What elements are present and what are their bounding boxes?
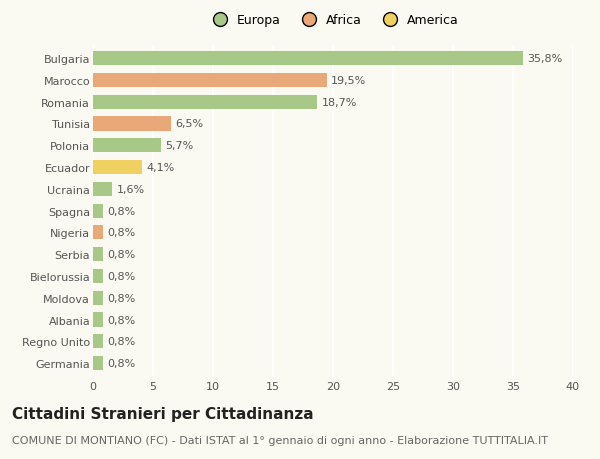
Text: COMUNE DI MONTIANO (FC) - Dati ISTAT al 1° gennaio di ogni anno - Elaborazione T: COMUNE DI MONTIANO (FC) - Dati ISTAT al … — [12, 435, 548, 445]
Text: 0,8%: 0,8% — [107, 358, 135, 368]
Bar — [93, 52, 523, 66]
Text: 0,8%: 0,8% — [107, 315, 135, 325]
Bar — [93, 269, 103, 284]
Bar — [93, 161, 142, 175]
Bar — [93, 226, 103, 240]
Text: 0,8%: 0,8% — [107, 336, 135, 347]
Text: 0,8%: 0,8% — [107, 271, 135, 281]
Bar — [93, 335, 103, 349]
Text: 4,1%: 4,1% — [146, 162, 175, 173]
Text: 0,8%: 0,8% — [107, 293, 135, 303]
Bar — [93, 182, 112, 196]
Bar — [93, 313, 103, 327]
Bar — [93, 73, 327, 88]
Bar — [93, 139, 161, 153]
Text: Cittadini Stranieri per Cittadinanza: Cittadini Stranieri per Cittadinanza — [12, 406, 314, 421]
Text: 0,8%: 0,8% — [107, 228, 135, 238]
Text: 1,6%: 1,6% — [116, 185, 145, 195]
Bar — [93, 356, 103, 370]
Text: 18,7%: 18,7% — [322, 97, 357, 107]
Text: 5,7%: 5,7% — [166, 141, 194, 151]
Bar — [93, 291, 103, 305]
Bar — [93, 95, 317, 110]
Text: 19,5%: 19,5% — [331, 76, 367, 86]
Text: 35,8%: 35,8% — [527, 54, 562, 64]
Text: 6,5%: 6,5% — [175, 119, 203, 129]
Bar — [93, 247, 103, 262]
Text: 0,8%: 0,8% — [107, 206, 135, 216]
Text: 0,8%: 0,8% — [107, 250, 135, 260]
Bar — [93, 204, 103, 218]
Legend: Europa, Africa, America: Europa, Africa, America — [202, 9, 464, 32]
Bar — [93, 117, 171, 131]
